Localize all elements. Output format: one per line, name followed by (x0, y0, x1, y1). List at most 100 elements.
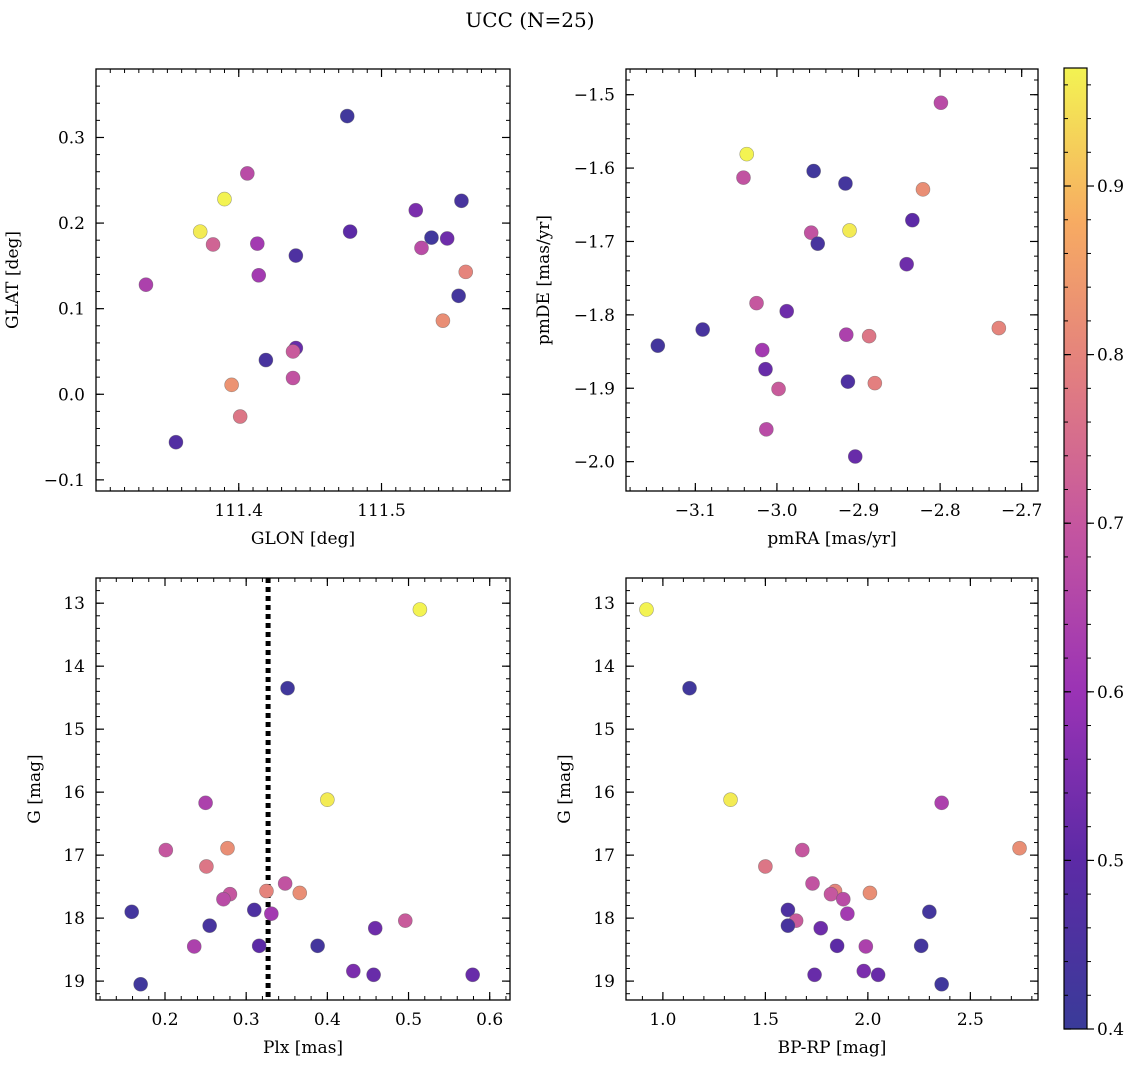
data-point (246, 902, 262, 918)
data-point (695, 322, 710, 337)
x-tick-label: 2.5 (957, 1010, 984, 1030)
data-point (933, 95, 949, 111)
y-tick-label: 19 (63, 972, 85, 992)
x-tick-label: −2.8 (919, 501, 960, 521)
y-tick-label: 0.2 (58, 214, 85, 234)
data-point (780, 918, 796, 933)
y-tick-label: 13 (63, 594, 85, 614)
panel-sky: 111.4 111.5 −0.1 0.0 0.1 0.2 0.3 GLON [deg] GLAT… (3, 68, 511, 549)
data-point (292, 885, 308, 901)
colorbar-tick-label: 0.7 (1097, 514, 1124, 534)
data-point (807, 967, 822, 983)
data-point (899, 256, 914, 272)
data-point (198, 795, 213, 811)
data-point (810, 236, 826, 251)
data-point (823, 886, 839, 902)
y-tick-label: 0.1 (58, 300, 85, 320)
data-point (251, 938, 267, 954)
data-point (934, 976, 949, 992)
data-point (138, 277, 154, 293)
data-point (838, 176, 853, 191)
y-tick-label: 17 (63, 846, 85, 866)
x-tick-label: −3.0 (756, 501, 797, 521)
data-point (240, 166, 255, 181)
data-points (639, 602, 1027, 992)
data-point (856, 963, 872, 979)
data-point (258, 352, 274, 368)
data-point (458, 264, 474, 280)
panel-pm: −3.1 −3.0 −2.9 −2.8 −2.7 −2.0 −1.9 −1.8 −1.7 −1.6… (534, 68, 1042, 549)
data-point (862, 885, 878, 901)
panel-plx: 0.2 0.3 0.4 0.5 0.6 13 14 15 16 17 18 19 Plx [mas] G … (25, 577, 511, 1058)
x-tick-label: −2.9 (838, 501, 879, 521)
x-tick-label: 0.6 (476, 1010, 503, 1030)
x-tick-label: −3.1 (675, 501, 716, 521)
data-point (224, 377, 239, 393)
data-point (805, 876, 820, 891)
data-points (124, 602, 480, 992)
data-point (202, 918, 217, 933)
data-point (861, 328, 877, 344)
data-point (754, 342, 770, 358)
data-point (867, 375, 883, 391)
data-point (250, 236, 265, 251)
data-point (749, 295, 764, 311)
data-point (739, 146, 755, 162)
y-tick-label: 19 (593, 972, 615, 992)
data-point (259, 883, 274, 899)
data-point (264, 906, 279, 922)
x-tick-label: 0.2 (151, 1010, 178, 1030)
data-point (650, 338, 666, 353)
data-point (913, 938, 929, 954)
axes-frame (95, 577, 511, 1001)
x-tick-label: 1.5 (752, 1010, 779, 1030)
x-tick-label: 1.0 (649, 1010, 676, 1030)
data-point (806, 163, 821, 179)
colorbar-tick-label: 0.8 (1097, 346, 1124, 366)
data-point (133, 976, 148, 992)
data-point (285, 370, 301, 386)
data-point (803, 225, 819, 240)
x-axis-label: pmRA [mas/yr] (767, 529, 896, 549)
data-point (220, 840, 235, 856)
y-axis-label: G [mag] (25, 754, 45, 823)
y-tick-label: 13 (593, 594, 615, 614)
data-point (758, 859, 773, 874)
data-point (858, 939, 874, 954)
data-point (310, 938, 325, 954)
data-point (366, 967, 381, 983)
data-point (424, 230, 439, 245)
data-point (1012, 840, 1027, 856)
data-point (639, 602, 654, 617)
colorbar-gradient (1063, 67, 1088, 1030)
data-points (138, 108, 474, 450)
scatter-panels: 111.4 111.5 −0.1 0.0 0.1 0.2 0.3 GLON [deg] GLAT… (3, 68, 1042, 1058)
panel-cmd: 1.0 1.5 2.0 2.5 13 14 15 16 17 18 19 BP-RP [mag] G [… (555, 577, 1039, 1058)
x-tick-label: 0.5 (395, 1010, 422, 1030)
data-point (838, 327, 854, 342)
data-point (991, 320, 1007, 336)
data-point (186, 939, 202, 954)
y-tick-label: 17 (593, 846, 615, 866)
data-point (934, 795, 949, 811)
y-tick-label: 14 (63, 657, 85, 677)
data-point (280, 680, 295, 696)
data-point (870, 967, 886, 983)
y-tick-label: 15 (593, 720, 615, 740)
y-axis-label: pmDE [mas/yr] (534, 215, 554, 345)
data-point (759, 422, 774, 437)
data-point (216, 891, 231, 907)
x-tick-label: 111.5 (357, 501, 406, 521)
data-point (285, 344, 301, 359)
data-point (251, 267, 267, 283)
y-tick-label: −1.9 (574, 379, 615, 399)
y-tick-label: −0.1 (44, 471, 85, 491)
data-point (397, 913, 413, 928)
data-point (288, 248, 304, 263)
axes-frame (625, 577, 1039, 1001)
data-point (779, 303, 795, 319)
data-point (408, 202, 424, 218)
data-point (723, 792, 738, 808)
data-point (168, 434, 184, 450)
